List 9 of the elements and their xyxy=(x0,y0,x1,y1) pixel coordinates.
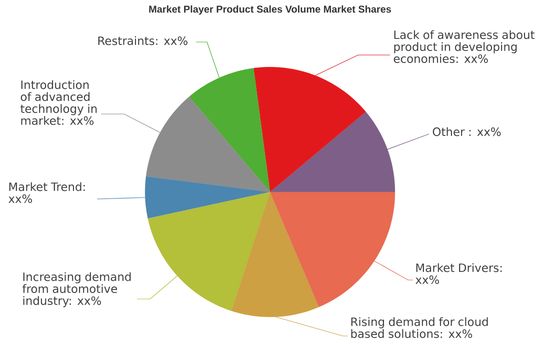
slice-label: Other : xx% xyxy=(432,127,501,136)
slice-label: Introduction of advanced technology in market: xx% xyxy=(20,80,97,125)
slice-label: Restraints: xx% xyxy=(98,36,188,46)
slice-label: Market Drivers: xx% xyxy=(416,263,502,284)
slice-label: Lack of awareness about product in developing economies: xx% xyxy=(394,30,535,63)
chart-title: Market Player Product Sales Volume Market Shares xyxy=(149,5,392,15)
slice-label: Increasing demand from automotive industry: xx% xyxy=(22,272,131,308)
slice-label: Market Trend: xx% xyxy=(8,182,85,204)
slice-label: Rising demand for cloud based solutions: xx% xyxy=(351,317,488,338)
